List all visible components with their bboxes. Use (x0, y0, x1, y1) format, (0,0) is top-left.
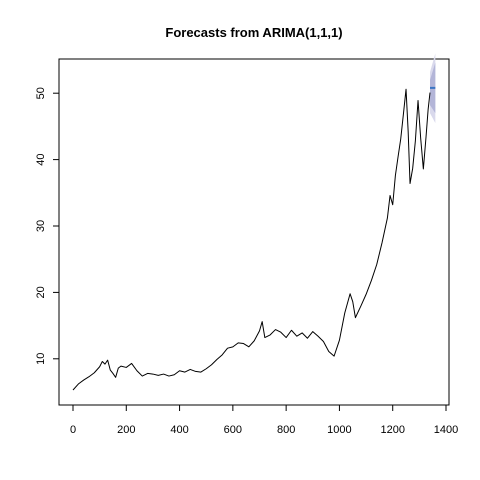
observed-series-line (72, 88, 431, 391)
x-axis: 0 200 400 600 800 1000 1200 1400 (70, 404, 458, 436)
y-tick-label: 50 (35, 87, 47, 99)
x-tick-label: 1000 (327, 424, 351, 436)
y-tick-label: 40 (35, 153, 47, 165)
series-layer (72, 86, 436, 391)
y-tick-label: 10 (35, 353, 47, 365)
y-tick-label: 30 (35, 220, 47, 232)
x-tick-label: 400 (170, 424, 188, 436)
x-tick-label: 1200 (380, 424, 404, 436)
x-tick-label: 600 (224, 424, 242, 436)
x-tick-label: 1400 (434, 424, 458, 436)
y-tick-label: 20 (35, 286, 47, 298)
x-tick-label: 200 (117, 424, 135, 436)
plot-frame (58, 58, 450, 406)
y-axis: 10 20 30 40 50 (35, 87, 60, 365)
x-tick-label: 0 (70, 424, 76, 436)
chart-title: Forecasts from ARIMA(1,1,1) (165, 25, 342, 40)
x-tick-label: 800 (277, 424, 295, 436)
